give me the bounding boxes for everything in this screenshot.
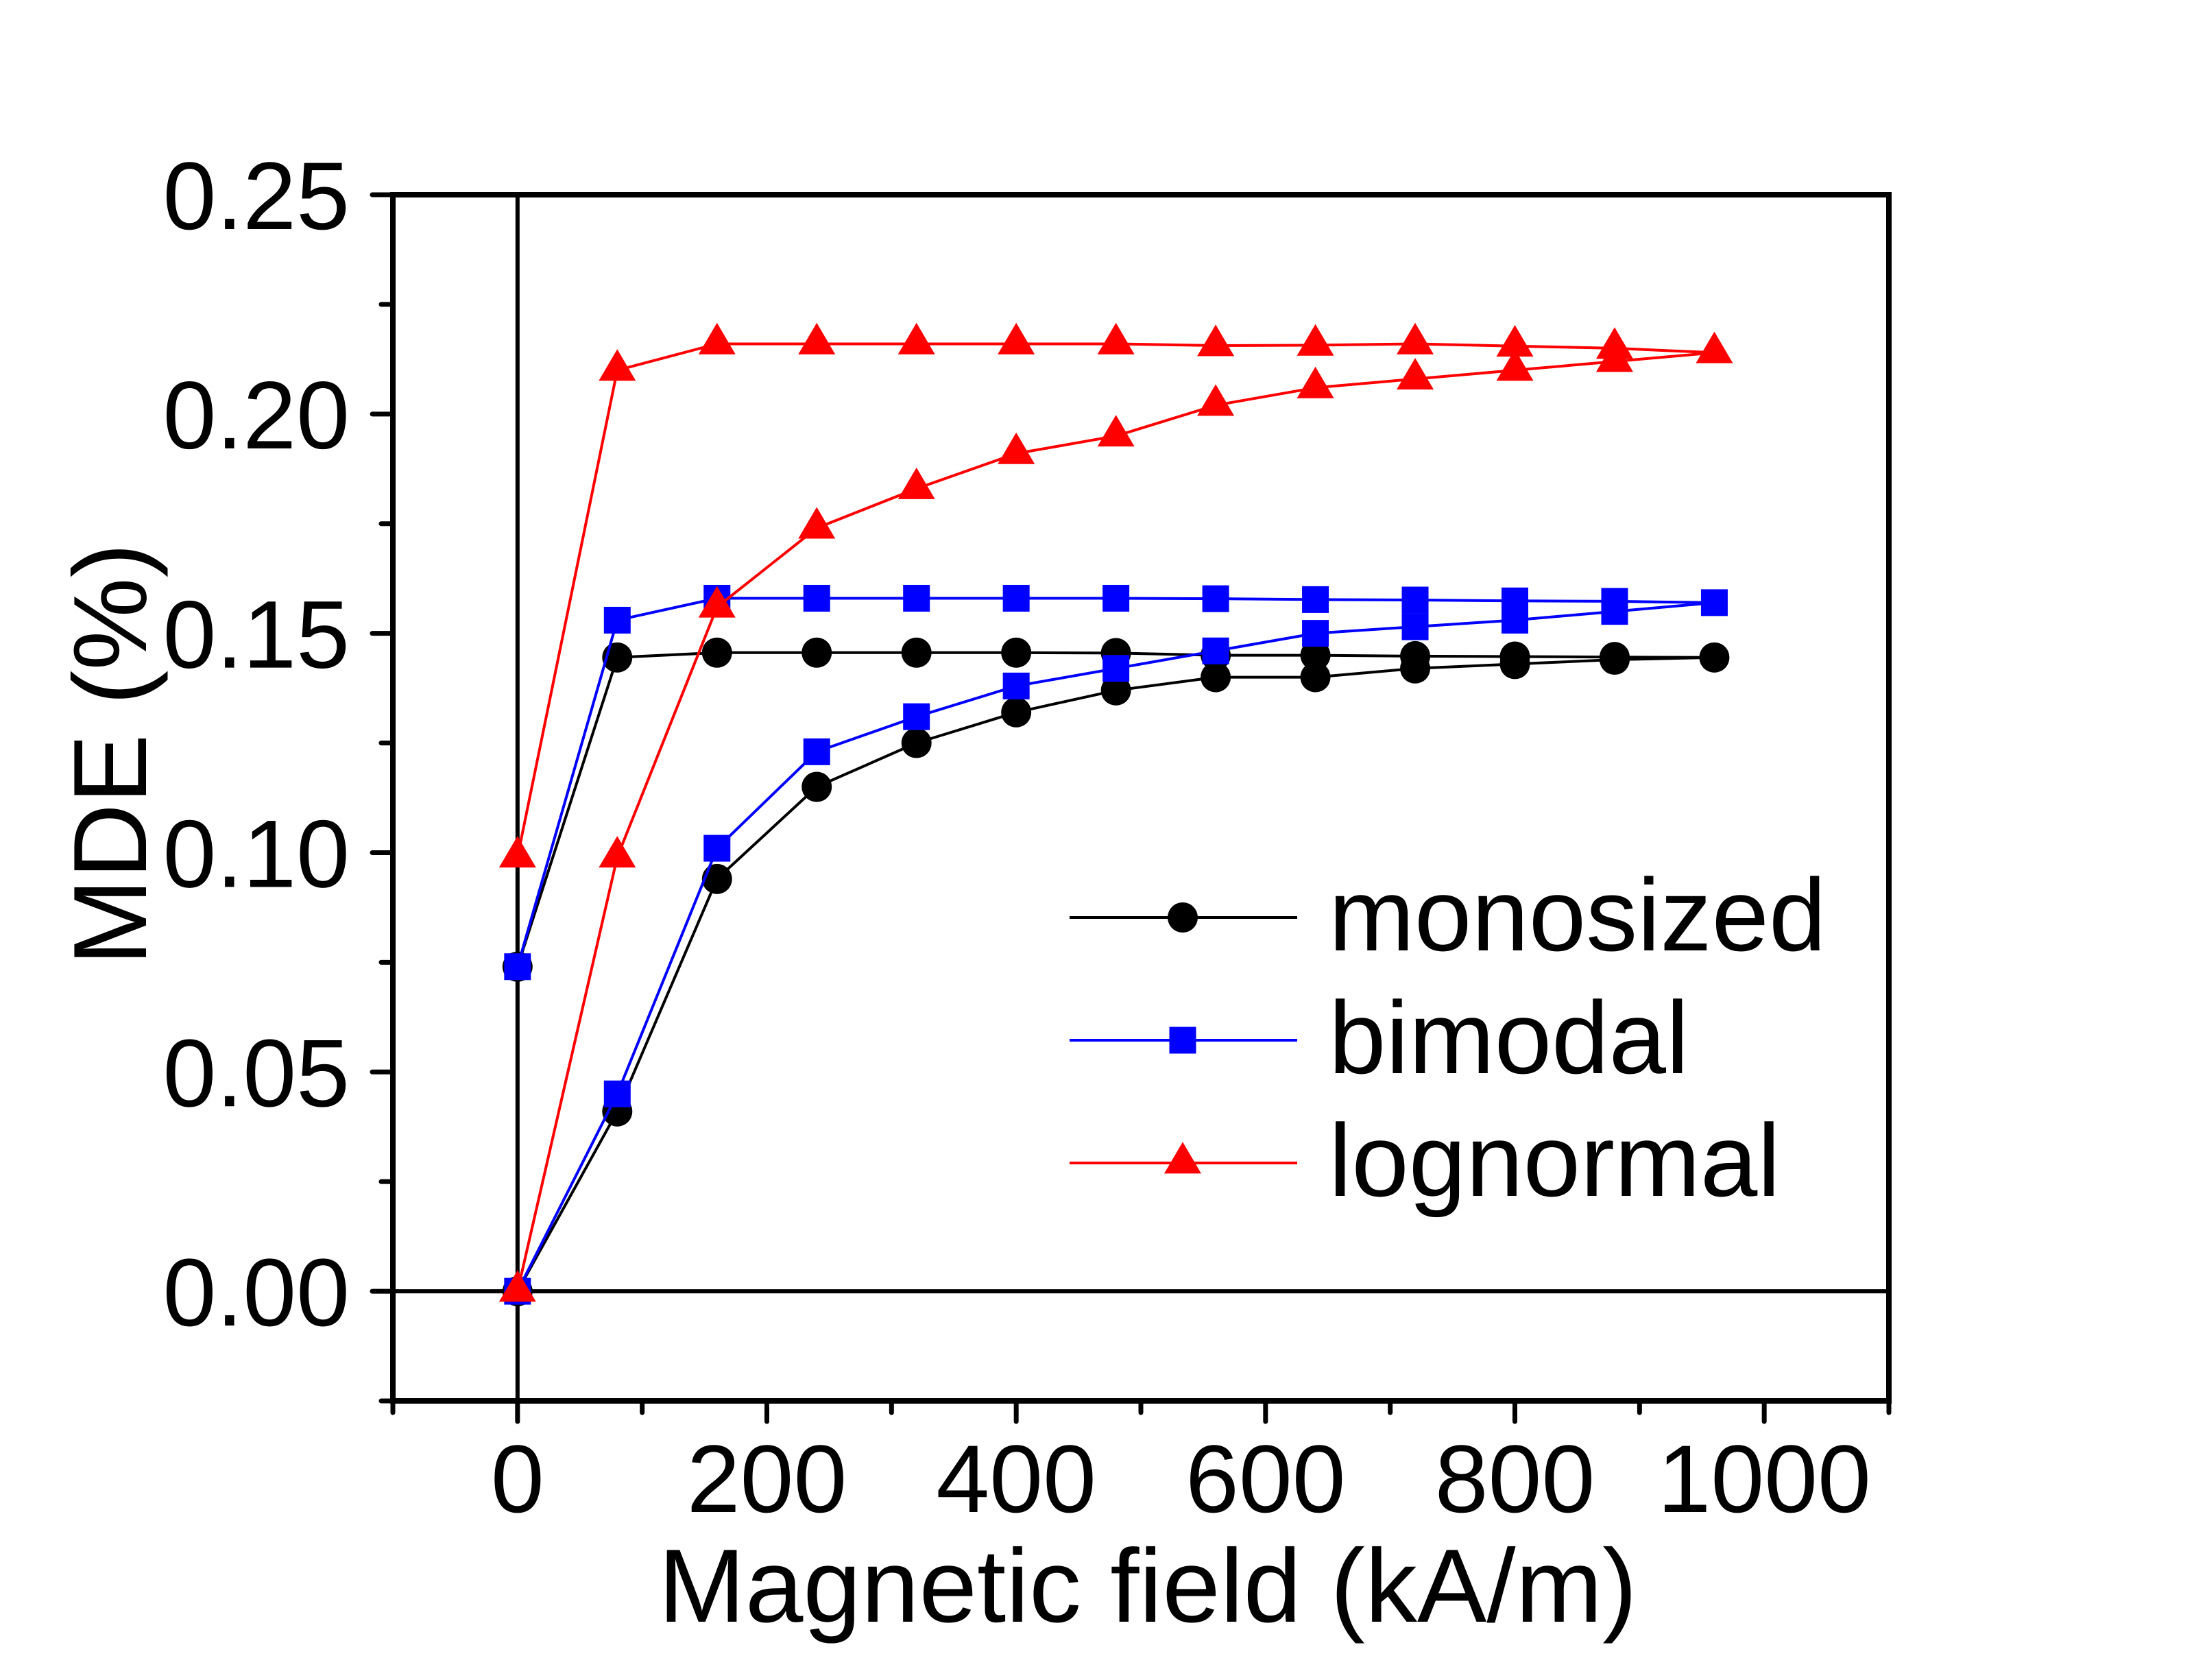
x-tick-label: 600 (1185, 1425, 1346, 1533)
data-point-bimodal (1700, 589, 1728, 616)
data-point-bimodal (803, 738, 830, 765)
data-point-lognormal (1496, 349, 1534, 381)
data-point-monosized (701, 863, 732, 894)
y-tick-label: 0.10 (163, 800, 350, 907)
legend-label-monosized: monosized (1329, 857, 1826, 972)
data-point-bimodal (903, 584, 930, 612)
data-point-bimodal (1102, 584, 1130, 612)
data-point-bimodal (903, 703, 930, 730)
x-tick-label: 1000 (1657, 1425, 1870, 1533)
y-tick-label: 0.15 (163, 581, 350, 688)
y-axis-title: MDE (%) (52, 543, 169, 965)
data-point-bimodal (703, 835, 731, 862)
y-tick-label: 0.25 (163, 142, 350, 250)
axes: 0 200 400 600 800 1000 0.000.050.100.150.200.… (163, 142, 1892, 1533)
data-point-bimodal (1502, 587, 1528, 614)
legend-marker-monosized (1168, 902, 1198, 933)
data-point-monosized (1201, 662, 1231, 693)
data-point-monosized (1499, 641, 1530, 672)
legend-label-lognormal: lognormal (1329, 1103, 1781, 1218)
series-lognormal (498, 322, 1733, 1302)
y-tick-label: 0.05 (163, 1019, 350, 1127)
data-point-monosized (1300, 662, 1331, 693)
series-bimodal (504, 584, 1728, 1305)
legend-item-bimodal: bimodal (1070, 980, 1689, 1095)
x-tick-label: 800 (1435, 1425, 1595, 1533)
data-point-monosized (901, 728, 932, 758)
data-point-lognormal (698, 322, 736, 355)
reference-lines (393, 195, 1889, 1401)
data-point-lognormal (897, 322, 935, 355)
data-point-lognormal (1496, 325, 1534, 357)
data-point-lognormal (698, 586, 736, 618)
data-point-lognormal (998, 432, 1035, 464)
data-point-lognormal (798, 507, 836, 539)
data-point-lognormal (498, 836, 536, 868)
data-point-monosized (1599, 642, 1630, 673)
data-point-bimodal (803, 584, 830, 612)
data-point-lognormal (1397, 357, 1434, 389)
legend-marker-lognormal (1164, 1142, 1201, 1174)
legend-item-monosized: monosized (1070, 857, 1826, 972)
data-point-lognormal (1197, 324, 1235, 357)
legend-marker-bimodal (1169, 1027, 1196, 1054)
data-point-monosized (701, 637, 732, 668)
data-point-bimodal (1002, 672, 1030, 699)
x-tick-label: 0 (491, 1425, 544, 1533)
data-point-lognormal (1097, 322, 1135, 355)
data-point-bimodal (1202, 585, 1229, 612)
x-axis-title: Magnetic field (kA/m) (658, 1528, 1637, 1644)
data-point-bimodal (603, 606, 631, 634)
data-point-monosized (1400, 640, 1431, 671)
data-point-monosized (801, 771, 832, 802)
data-point-bimodal (1202, 637, 1229, 664)
x-axis-ticks: 0 200 400 600 800 1000 (390, 1398, 1892, 1533)
x-tick-label: 400 (936, 1425, 1096, 1533)
data-point-monosized (1699, 642, 1730, 673)
data-point-monosized (1001, 697, 1032, 728)
data-point-lognormal (1595, 327, 1633, 359)
data-point-monosized (1100, 675, 1131, 706)
data-point-monosized (1300, 640, 1331, 671)
data-point-bimodal (603, 1080, 631, 1107)
data-point-lognormal (897, 467, 935, 499)
data-point-bimodal (1302, 586, 1329, 613)
legend-label-bimodal: bimodal (1329, 980, 1689, 1095)
data-point-monosized (1001, 637, 1032, 668)
data-point-bimodal (1601, 588, 1628, 615)
data-point-lognormal (599, 349, 636, 381)
y-tick-label: 0.00 (163, 1238, 350, 1346)
data-point-lognormal (1397, 322, 1434, 355)
data-point-bimodal (1302, 620, 1329, 647)
data-point-bimodal (1401, 586, 1429, 614)
data-point-bimodal (1401, 613, 1429, 640)
data-point-monosized (801, 637, 832, 668)
data-point-bimodal (504, 953, 531, 981)
data-point-lognormal (599, 836, 636, 868)
data-point-lognormal (1197, 384, 1235, 416)
data-point-lognormal (498, 1270, 536, 1302)
data-point-bimodal (1002, 584, 1030, 612)
data-point-lognormal (1297, 324, 1334, 356)
data-point-monosized (901, 637, 932, 668)
data-point-lognormal (1297, 366, 1334, 398)
data-point-lognormal (998, 322, 1035, 355)
data-point-lognormal (798, 322, 836, 355)
x-tick-label: 200 (687, 1425, 847, 1533)
y-tick-label: 0.20 (163, 361, 350, 469)
series-layer (498, 322, 1733, 1307)
data-point-lognormal (1097, 415, 1135, 447)
y-axis-ticks: 0.00 0.05 0.10 0.15 0.20 0.25 (163, 142, 396, 1404)
legend-item-lognormal: lognormal (1070, 1103, 1781, 1218)
data-point-bimodal (1102, 655, 1130, 682)
data-point-lognormal (1696, 331, 1733, 363)
